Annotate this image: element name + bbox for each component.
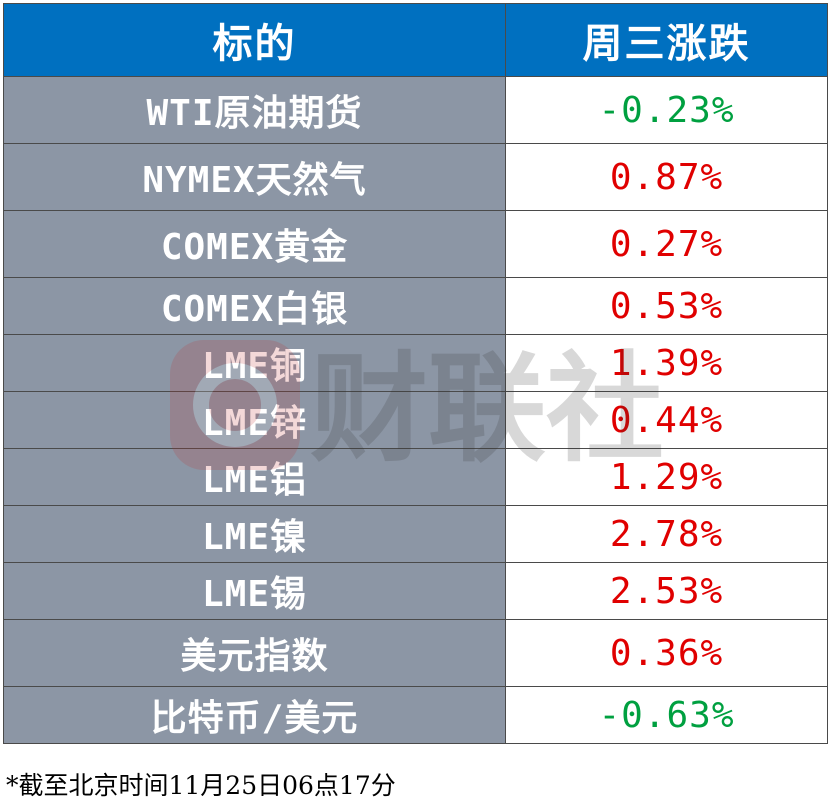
table-row: LME锌 0.44% [3,391,828,449]
asset-change: 2.53% [505,562,828,620]
table-row: 美元指数 0.36% [3,619,828,687]
table-row: NYMEX天然气 0.87% [3,143,828,211]
asset-name: LME镍 [3,505,506,563]
asset-name: LME锡 [3,562,506,620]
table-row: WTI原油期货 -0.23% [3,76,828,144]
asset-change: 0.53% [505,277,828,335]
table-row: LME镍 2.78% [3,505,828,563]
asset-name: LME铝 [3,448,506,506]
asset-change: -0.23% [505,76,828,144]
asset-change: 1.39% [505,334,828,392]
market-table-container: 标的 周三涨跌 WTI原油期货 -0.23% NYMEX天然气 0.87% CO… [3,3,828,744]
asset-change: 2.78% [505,505,828,563]
asset-change: 0.36% [505,619,828,687]
asset-name: WTI原油期货 [3,76,506,144]
asset-change: 1.29% [505,448,828,506]
header-asset: 标的 [3,3,506,77]
market-change-table: 标的 周三涨跌 WTI原油期货 -0.23% NYMEX天然气 0.87% CO… [3,3,828,744]
asset-name: 比特币/美元 [3,686,506,744]
asset-change: 0.27% [505,210,828,278]
asset-name: COMEX黄金 [3,210,506,278]
asset-name: 美元指数 [3,619,506,687]
table-row: LME铜 1.39% [3,334,828,392]
asset-change: 0.87% [505,143,828,211]
table-row: LME锡 2.53% [3,562,828,620]
table-header-row: 标的 周三涨跌 [3,3,828,77]
table-row: COMEX白银 0.53% [3,277,828,335]
asset-change: 0.44% [505,391,828,449]
table-row: 比特币/美元 -0.63% [3,686,828,744]
asset-change: -0.63% [505,686,828,744]
asset-name: LME铜 [3,334,506,392]
asset-name: COMEX白银 [3,277,506,335]
asset-name: LME锌 [3,391,506,449]
header-change: 周三涨跌 [505,3,828,77]
table-row: LME铝 1.29% [3,448,828,506]
footnote: *截至北京时间11月25日06点17分 [6,771,396,800]
asset-name: NYMEX天然气 [3,143,506,211]
table-row: COMEX黄金 0.27% [3,210,828,278]
